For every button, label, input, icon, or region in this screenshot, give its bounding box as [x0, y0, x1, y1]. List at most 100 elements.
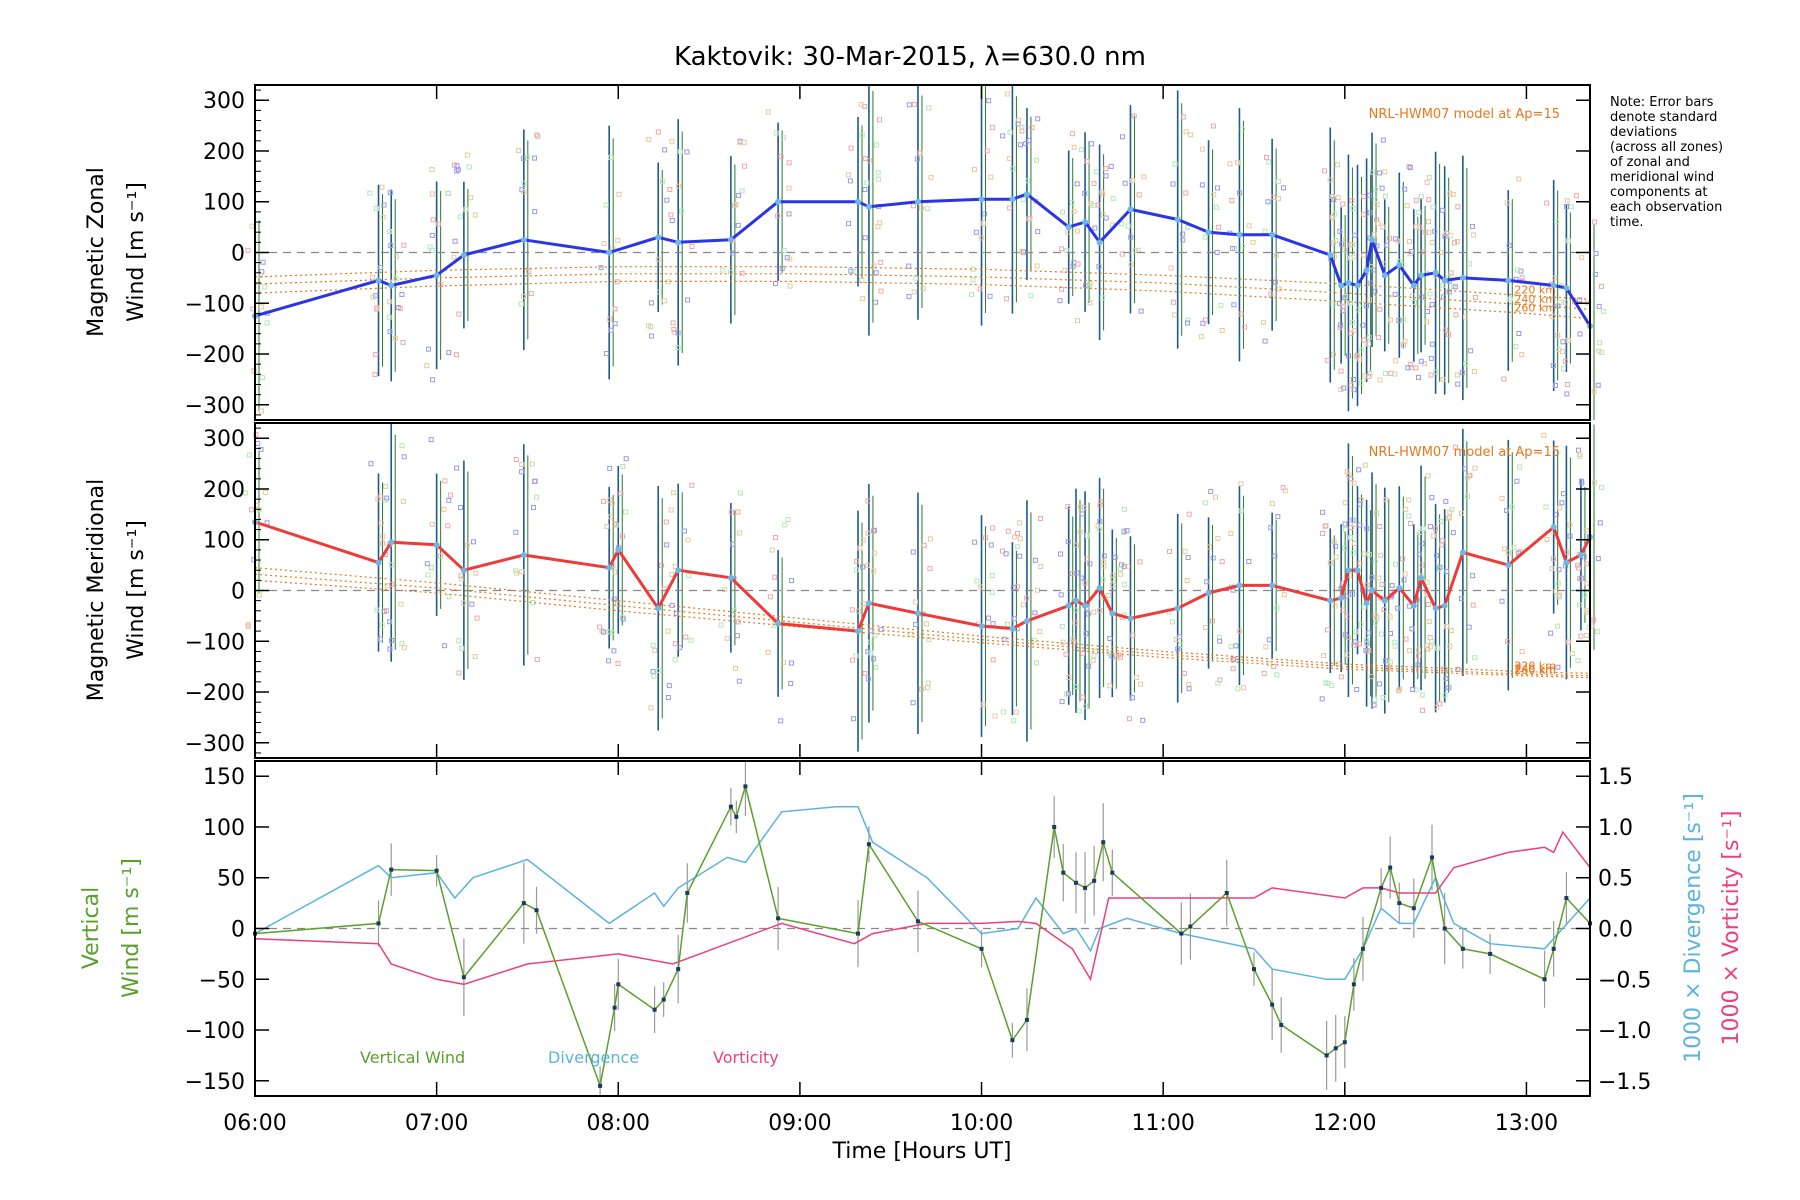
zone-sample-point [1186, 511, 1192, 517]
zone-sample-point [1075, 261, 1081, 267]
series-point [1441, 277, 1448, 284]
zone-sample-point [430, 377, 436, 383]
zone-sample-point [1560, 349, 1566, 354]
zone-sample-point [245, 247, 251, 253]
zone-sample-point [1416, 209, 1422, 215]
zone-sample-point [1101, 553, 1107, 559]
zone-sample-point [1184, 578, 1190, 583]
zone-sample-point [1210, 123, 1216, 129]
zone-sample-point [1361, 551, 1367, 557]
vertical-wind-point [534, 908, 539, 913]
zone-sample-point [1217, 638, 1223, 644]
zone-sample-point [1544, 537, 1550, 542]
zone-sample-point [1426, 175, 1432, 180]
zone-sample-point [1392, 291, 1398, 297]
zone-sample-point [1403, 506, 1409, 512]
zone-sample-point [1011, 616, 1017, 622]
zone-sample-point [620, 616, 626, 622]
zone-sample-point [1434, 704, 1439, 710]
zone-sample-point [786, 160, 792, 166]
vertical-wind-point [1179, 931, 1184, 936]
zone-sample-point [1340, 303, 1346, 309]
zone-sample-point [1121, 564, 1127, 570]
series-point [615, 546, 622, 553]
series-point [1096, 584, 1103, 591]
zone-sample-point [1281, 185, 1286, 191]
x-tick-label: 09:00 [768, 1111, 831, 1136]
zone-sample-point [1130, 695, 1135, 701]
zone-sample-point [1502, 546, 1508, 552]
series-point [914, 610, 921, 617]
zone-sample-point [736, 678, 742, 684]
zone-sample-point [609, 500, 615, 506]
zone-sample-point [1395, 605, 1401, 611]
zone-sample-point [535, 133, 541, 139]
zone-sample-point [1425, 473, 1431, 479]
zone-sample-point [1110, 195, 1116, 201]
zone-sample-point [442, 478, 448, 484]
zone-sample-point [1250, 239, 1256, 245]
right-y-tick-label: 1.5 [1598, 765, 1633, 790]
zone-sample-point [1087, 281, 1093, 287]
zone-sample-point [787, 283, 793, 289]
meridional-series [252, 518, 1593, 635]
zone-sample-point [1429, 341, 1435, 347]
zone-sample-point [1096, 264, 1102, 270]
zone-sample-point [787, 256, 793, 262]
zone-sample-point [1381, 607, 1387, 612]
zone-sample-point [611, 648, 617, 654]
zone-sample-point [454, 163, 460, 169]
zone-sample-point [1319, 696, 1325, 702]
zone-sample-point [612, 569, 618, 575]
zone-sample-point [1424, 643, 1430, 648]
zone-sample-point [1097, 608, 1103, 613]
zone-sample-point [379, 184, 385, 190]
zone-sample-point [1029, 125, 1035, 131]
zone-sample-point [472, 212, 478, 218]
zone-sample-point [1459, 370, 1465, 376]
series-point [865, 203, 872, 210]
series-point [655, 605, 662, 612]
series-point [1432, 605, 1439, 612]
zone-sample-point [1230, 245, 1236, 251]
zone-sample-point [1378, 552, 1384, 558]
zone-sample-point [1214, 204, 1220, 210]
zone-sample-point [1434, 645, 1440, 651]
zone-sample-point [429, 521, 435, 527]
zone-sample-point [1246, 559, 1252, 564]
zone-sample-point [1446, 514, 1452, 520]
zone-sample-point [1447, 643, 1453, 649]
zone-sample-point [1127, 716, 1132, 722]
zonal-panel: −300 −200 −100 0 100 200 300 NRL-HWM07 model a… [84, 84, 1606, 421]
zone-sample-point [445, 523, 451, 529]
zone-sample-point [1332, 603, 1338, 609]
zone-sample-point [926, 105, 932, 111]
zone-sample-point [438, 553, 443, 559]
zone-sample-point [1471, 232, 1477, 238]
series-point [1109, 610, 1116, 617]
zone-sample-point [609, 630, 615, 635]
zone-sample-point [786, 211, 792, 217]
zonal-scatter [245, 91, 1606, 414]
zone-sample-point [1519, 352, 1525, 358]
zone-sample-point [1553, 383, 1558, 388]
series-point [1072, 597, 1079, 604]
zone-sample-point [401, 242, 407, 248]
zone-sample-point [1426, 219, 1431, 225]
zone-sample-point [1379, 185, 1385, 191]
zone-sample-point [1427, 524, 1433, 530]
zone-sample-point [256, 592, 262, 598]
zone-sample-point [1348, 255, 1354, 261]
zone-sample-point [737, 490, 743, 496]
zone-sample-point [1564, 204, 1569, 209]
zone-sample-point [456, 670, 462, 676]
zone-sample-point [1366, 334, 1372, 340]
zone-sample-point [1375, 220, 1381, 226]
zone-sample-point [1577, 297, 1583, 303]
zone-sample-point [1408, 521, 1414, 526]
zone-sample-point [1216, 224, 1222, 230]
zone-sample-point [1511, 544, 1517, 550]
vertical-wind-point [743, 784, 748, 789]
zone-sample-point [1131, 113, 1137, 119]
zone-sample-point [974, 578, 980, 584]
